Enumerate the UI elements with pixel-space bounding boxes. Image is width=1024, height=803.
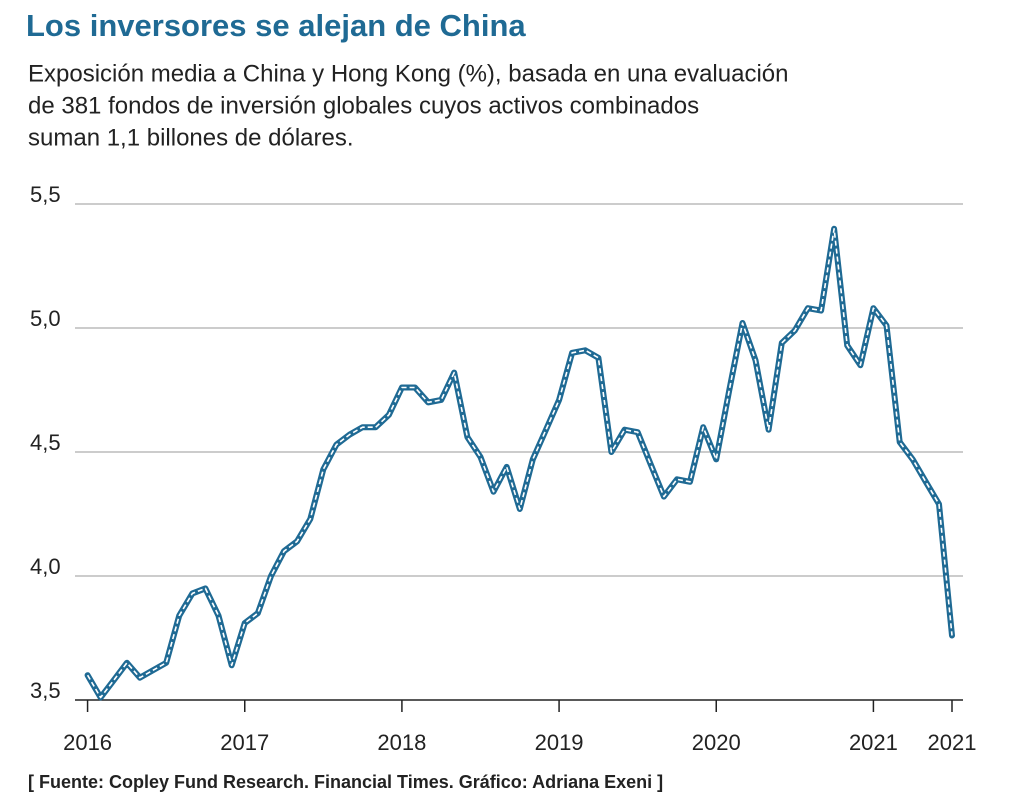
x-tick-label: 2020	[692, 730, 741, 755]
x-tick-label: 2018	[377, 730, 426, 755]
subtitle-line: de 381 fondos de inversión globales cuyo…	[28, 92, 699, 119]
x-tick-label: 2016	[63, 730, 112, 755]
x-tick-label: 2019	[535, 730, 584, 755]
source: [ Fuente: Copley Fund Research. Financia…	[28, 772, 663, 792]
y-tick-label: 4,0	[30, 554, 61, 579]
y-tick-label: 3,5	[30, 678, 61, 703]
data-line-dash	[86, 228, 953, 699]
subtitle-line: suman 1,1 billones de dólares.	[28, 124, 354, 151]
x-tick-label: 2021	[928, 730, 977, 755]
chart-title: Los inversores se alejan de China	[26, 8, 526, 43]
x-tick-label: 2017	[220, 730, 269, 755]
subtitle-line: Exposición media a China y Hong Kong (%)…	[28, 60, 788, 87]
x-tick-label: 2021	[849, 730, 898, 755]
y-tick-label: 5,5	[30, 182, 61, 207]
y-tick-label: 5,0	[30, 306, 61, 331]
y-tick-label: 4,5	[30, 430, 61, 455]
